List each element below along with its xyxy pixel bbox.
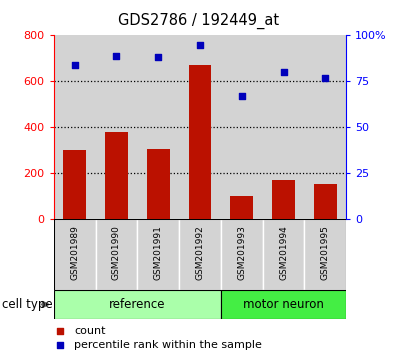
FancyBboxPatch shape [179,219,221,290]
FancyBboxPatch shape [54,290,221,319]
Text: percentile rank within the sample: percentile rank within the sample [74,340,262,350]
Text: cell type: cell type [2,298,53,311]
Text: GSM201992: GSM201992 [195,225,205,280]
Bar [179,35,221,219]
Bar [230,196,253,219]
Bar [314,184,337,219]
FancyBboxPatch shape [96,219,137,290]
FancyBboxPatch shape [221,290,346,319]
Bar [263,35,304,219]
Bar [147,149,170,219]
Bar [189,65,211,219]
Text: GSM201990: GSM201990 [112,225,121,280]
Point [155,55,162,60]
Bar [304,35,346,219]
Bar [105,132,128,219]
Bar [96,35,137,219]
Point [72,62,78,68]
Point [113,53,119,58]
Text: count: count [74,326,106,336]
Text: GSM201994: GSM201994 [279,225,288,280]
Bar [63,150,86,219]
Point [280,69,287,75]
Text: GDS2786 / 192449_at: GDS2786 / 192449_at [119,12,279,29]
Text: GSM201991: GSM201991 [154,225,163,280]
Text: GSM201989: GSM201989 [70,225,79,280]
Text: GSM201993: GSM201993 [237,225,246,280]
Bar [54,35,96,219]
Text: reference: reference [109,298,166,311]
FancyBboxPatch shape [304,219,346,290]
Bar [221,35,263,219]
Point [250,124,256,130]
FancyBboxPatch shape [263,219,304,290]
Bar [272,181,295,219]
Text: motor neuron: motor neuron [243,298,324,311]
Point [322,75,328,81]
FancyBboxPatch shape [221,219,263,290]
Point [197,42,203,47]
FancyBboxPatch shape [137,219,179,290]
Point [238,93,245,99]
Bar [137,35,179,219]
FancyBboxPatch shape [54,219,96,290]
Text: GSM201995: GSM201995 [321,225,330,280]
Point [250,253,256,259]
